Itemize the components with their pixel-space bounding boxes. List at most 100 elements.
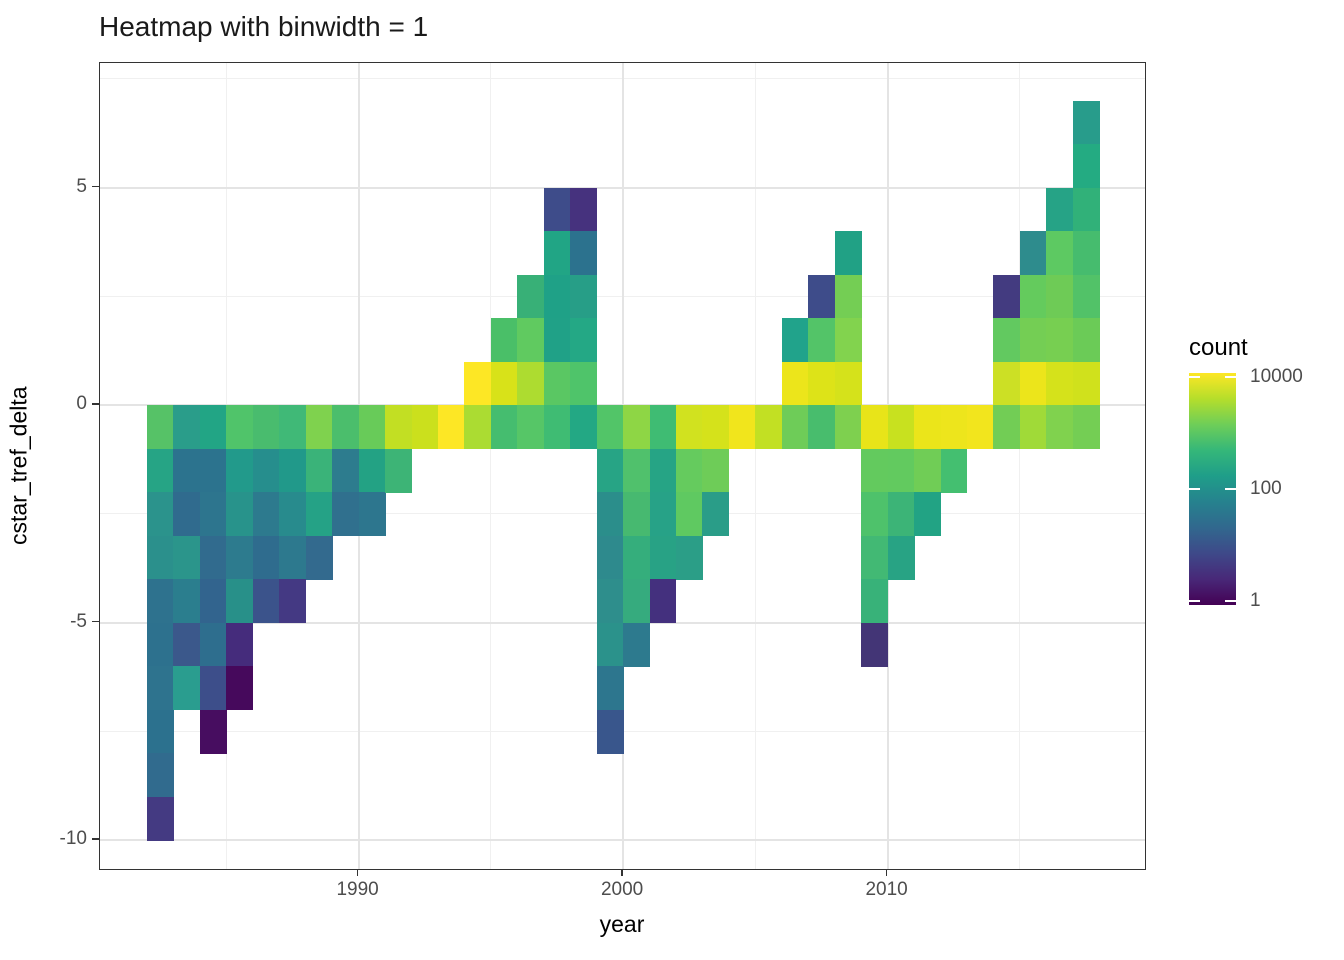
heatmap-cell	[1019, 405, 1047, 449]
heatmap-cell	[649, 579, 677, 623]
heatmap-cell	[887, 405, 915, 449]
heatmap-cell	[887, 492, 915, 536]
heatmap-cell	[861, 535, 889, 580]
x-axis-tick	[885, 870, 888, 876]
heatmap-cell	[861, 492, 889, 536]
heatmap-cell	[702, 448, 730, 493]
heatmap-cell	[596, 448, 624, 493]
heatmap-cell	[305, 405, 333, 449]
heatmap-cell	[834, 405, 862, 449]
y-tick-label: 5	[76, 175, 87, 197]
heatmap-cell	[543, 187, 571, 232]
heatmap-cell	[808, 274, 836, 319]
heatmap-cell	[252, 535, 280, 580]
heatmap-cell	[1046, 274, 1074, 319]
y-axis-tick	[92, 620, 99, 623]
heatmap-cell	[702, 405, 730, 449]
heatmap-cell	[490, 318, 518, 362]
heatmap-cell	[861, 579, 889, 623]
heatmap-cell	[173, 622, 201, 667]
heatmap-cell	[940, 405, 968, 449]
heatmap-cell	[252, 448, 280, 493]
heatmap-cell	[226, 622, 254, 667]
heatmap-cell	[199, 709, 227, 754]
legend-tick-right	[1225, 600, 1236, 602]
heatmap-cell	[279, 492, 307, 536]
heatmap-cell	[728, 405, 756, 449]
heatmap-cell	[623, 448, 651, 493]
heatmap-cell	[808, 318, 836, 362]
heatmap-cell	[358, 405, 386, 449]
heatmap-cell	[543, 361, 571, 406]
heatmap-cell	[570, 405, 598, 449]
heatmap-cell	[808, 405, 836, 449]
heatmap-cell	[199, 405, 227, 449]
heatmap-cell	[490, 361, 518, 406]
heatmap-cell	[1046, 231, 1074, 275]
heatmap-cell	[1019, 274, 1047, 319]
heatmap-cell	[147, 448, 174, 493]
heatmap-cell	[623, 579, 651, 623]
heatmap-cell	[676, 535, 703, 580]
y-axis-title: cstar_tref_delta	[5, 386, 32, 546]
heatmap-cell	[464, 405, 492, 449]
heatmap-cell	[676, 405, 703, 449]
heatmap-cell	[199, 448, 227, 493]
heatmap-cell	[649, 405, 677, 449]
heatmap-cell	[252, 579, 280, 623]
heatmap-cell	[411, 405, 439, 449]
heatmap-cell	[887, 535, 915, 580]
x-axis-tick	[356, 870, 359, 876]
heatmap-cell	[1046, 318, 1074, 362]
heatmap-cell	[1072, 187, 1100, 232]
y-tick-label: -5	[70, 610, 87, 632]
heatmap-cell	[199, 492, 227, 536]
heatmap-cell	[940, 448, 968, 493]
heatmap-cell	[305, 535, 333, 580]
x-gridline-minor	[490, 63, 492, 869]
heatmap-cell	[147, 579, 174, 623]
heatmap-cell	[834, 231, 862, 275]
heatmap-cell	[755, 405, 783, 449]
heatmap-cell	[517, 274, 545, 319]
heatmap-cell	[993, 361, 1021, 406]
heatmap-cell	[596, 405, 624, 449]
heatmap-cell	[914, 405, 941, 449]
heatmap-cell	[173, 448, 201, 493]
heatmap-cell	[226, 405, 254, 449]
heatmap-cell	[781, 318, 809, 362]
y-tick-label: 0	[76, 393, 87, 414]
heatmap-cell	[808, 361, 836, 406]
heatmap-cell	[993, 318, 1021, 362]
heatmap-cell	[173, 666, 201, 710]
heatmap-cell	[1019, 318, 1047, 362]
heatmap-cell	[1072, 144, 1100, 188]
heatmap-cell	[1072, 318, 1100, 362]
x-axis-title: year	[599, 911, 645, 937]
heatmap-cell	[543, 405, 571, 449]
y-gridline-major	[100, 839, 1145, 841]
heatmap-cell	[147, 405, 174, 449]
y-tick-label: -10	[59, 828, 87, 849]
heatmap-cell	[993, 274, 1021, 319]
heatmap-cell	[226, 666, 254, 710]
heatmap-cell	[199, 622, 227, 667]
heatmap-cell	[702, 492, 730, 536]
heatmap-cell	[279, 579, 307, 623]
legend-tick-right	[1225, 376, 1236, 378]
heatmap-cell	[332, 492, 360, 536]
heatmap-cell	[226, 448, 254, 493]
heatmap-cell	[147, 492, 174, 536]
x-tick-label: 2010	[865, 879, 908, 900]
heatmap-cell	[147, 535, 174, 580]
heatmap-cell	[147, 709, 174, 754]
heatmap-cell	[676, 492, 703, 536]
legend-title: count	[1189, 334, 1248, 361]
heatmap-cell	[199, 579, 227, 623]
heatmap-cell	[1046, 405, 1074, 449]
heatmap-cell	[279, 535, 307, 580]
heatmap-cell	[199, 666, 227, 710]
heatmap-cell	[147, 753, 174, 797]
heatmap-cell	[173, 405, 201, 449]
